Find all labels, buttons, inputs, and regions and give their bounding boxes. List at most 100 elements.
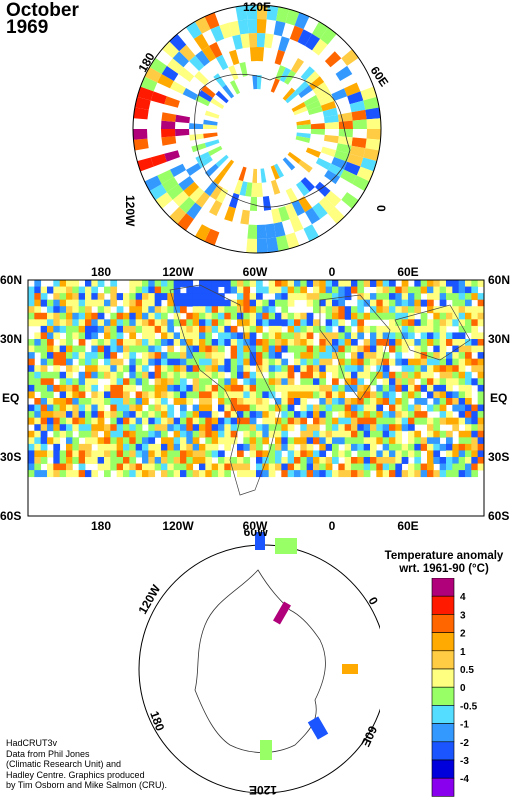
world-grid-cell — [211, 443, 219, 451]
world-grid-cell — [218, 404, 225, 412]
world-grid-cell — [477, 280, 485, 287]
world-grid-cell — [376, 384, 384, 392]
world-grid-cell — [401, 411, 409, 419]
world-grid-cell — [72, 470, 80, 478]
world-grid-cell — [230, 384, 238, 392]
world-grid-cell — [306, 319, 314, 327]
world-grid-cell — [458, 398, 466, 405]
north-polar-grid-cell — [164, 150, 180, 162]
world-grid-cell — [192, 411, 200, 419]
world-grid-cell — [433, 437, 441, 445]
world-grid-cell — [313, 358, 320, 366]
world-grid-cell — [129, 286, 137, 294]
world-grid-cell — [351, 378, 358, 386]
world-grid-cell — [161, 411, 168, 419]
north-polar-grid-cell — [172, 51, 190, 68]
world-grid-cell — [414, 280, 422, 287]
world-grid-cell — [382, 437, 390, 445]
world-grid-cell — [205, 345, 213, 353]
world-grid-cell — [167, 470, 175, 478]
world-grid-cell — [401, 306, 409, 314]
world-grid-cell — [243, 358, 251, 366]
world-grid-cell — [91, 398, 99, 405]
world-grid-cell — [91, 345, 99, 353]
map-title: October 1969 — [6, 1, 79, 37]
world-grid-cell — [173, 424, 181, 432]
world-grid-cell — [427, 437, 434, 445]
world-grid-cell — [199, 319, 206, 327]
world-grid-cell — [395, 339, 403, 346]
world-grid-cell — [199, 463, 206, 471]
world-grid-cell — [135, 470, 143, 478]
north-polar-grid-cell — [222, 84, 235, 99]
world-grid-cell — [148, 457, 156, 464]
world-grid-cell — [338, 299, 346, 307]
world-grid-cell — [370, 430, 377, 438]
world-grid-cell — [123, 450, 130, 458]
world-grid-cell — [287, 398, 295, 405]
world-grid-cell — [218, 457, 225, 464]
world-grid-cell — [135, 339, 143, 346]
world-grid-cell — [281, 411, 289, 419]
world-grid-cell — [363, 358, 371, 366]
world-grid-cell — [401, 299, 409, 307]
world-grid-cell — [344, 443, 352, 451]
world-grid-cell — [389, 443, 396, 451]
world-grid-cell — [275, 430, 282, 438]
north-polar-grid-cell — [201, 45, 216, 62]
world-grid-cell — [66, 293, 73, 301]
world-grid-cell — [344, 325, 352, 333]
north-polar-grid-cell — [195, 16, 211, 34]
world-grid-cell — [66, 339, 73, 346]
world-grid-cell — [243, 345, 251, 353]
north-polar-grid-cell — [189, 187, 205, 203]
world-grid-cell — [104, 345, 111, 353]
world-grid-cell — [85, 312, 92, 320]
lon-label-180-bottom: 180 — [91, 519, 111, 530]
world-grid-cell — [129, 339, 137, 346]
north-polar-grid-cell — [170, 81, 186, 95]
world-grid-cell — [458, 352, 466, 360]
world-grid-cell — [300, 463, 308, 471]
sp-cell — [307, 716, 329, 740]
sp-cell — [260, 740, 272, 760]
world-grid-cell — [123, 437, 130, 445]
world-grid-cell — [59, 398, 67, 405]
world-grid-cell — [148, 437, 156, 445]
world-grid-cell — [104, 457, 111, 464]
world-grid-cell — [477, 371, 485, 379]
world-grid-cell — [142, 470, 149, 478]
world-grid-cell — [357, 325, 365, 333]
world-grid-cell — [382, 398, 390, 405]
world-grid-cell — [237, 339, 244, 346]
world-grid-cell — [205, 365, 213, 373]
world-grid-cell — [40, 286, 48, 294]
world-grid-cell — [154, 312, 162, 320]
north-polar-grid-cell — [257, 33, 266, 48]
world-grid-cell — [268, 339, 276, 346]
lat-label-eq-right: EQ — [490, 391, 507, 405]
world-grid-cell — [28, 378, 35, 386]
world-grid-cell — [116, 306, 124, 314]
world-grid-cell — [199, 470, 206, 478]
world-grid-cell — [458, 358, 466, 366]
world-grid-cell — [116, 365, 124, 373]
world-grid-cell — [376, 286, 384, 294]
north-polar-grid-cell — [312, 21, 329, 39]
world-grid-cell — [275, 280, 282, 287]
world-grid-cell — [281, 280, 289, 287]
world-grid-cell — [66, 286, 73, 294]
world-grid-cell — [180, 365, 187, 373]
world-grid-cell — [72, 384, 80, 392]
world-grid-cell — [401, 332, 409, 340]
world-grid-cell — [154, 358, 162, 366]
world-grid-cell — [104, 424, 111, 432]
world-grid-cell — [370, 299, 377, 307]
world-grid-cell — [382, 299, 390, 307]
north-polar-grid-cell — [328, 163, 344, 177]
world-grid-cell — [135, 424, 143, 432]
world-grid-cell — [72, 280, 80, 287]
world-grid-cell — [129, 378, 137, 386]
world-grid-cell — [338, 325, 346, 333]
world-grid-cell — [433, 391, 441, 399]
